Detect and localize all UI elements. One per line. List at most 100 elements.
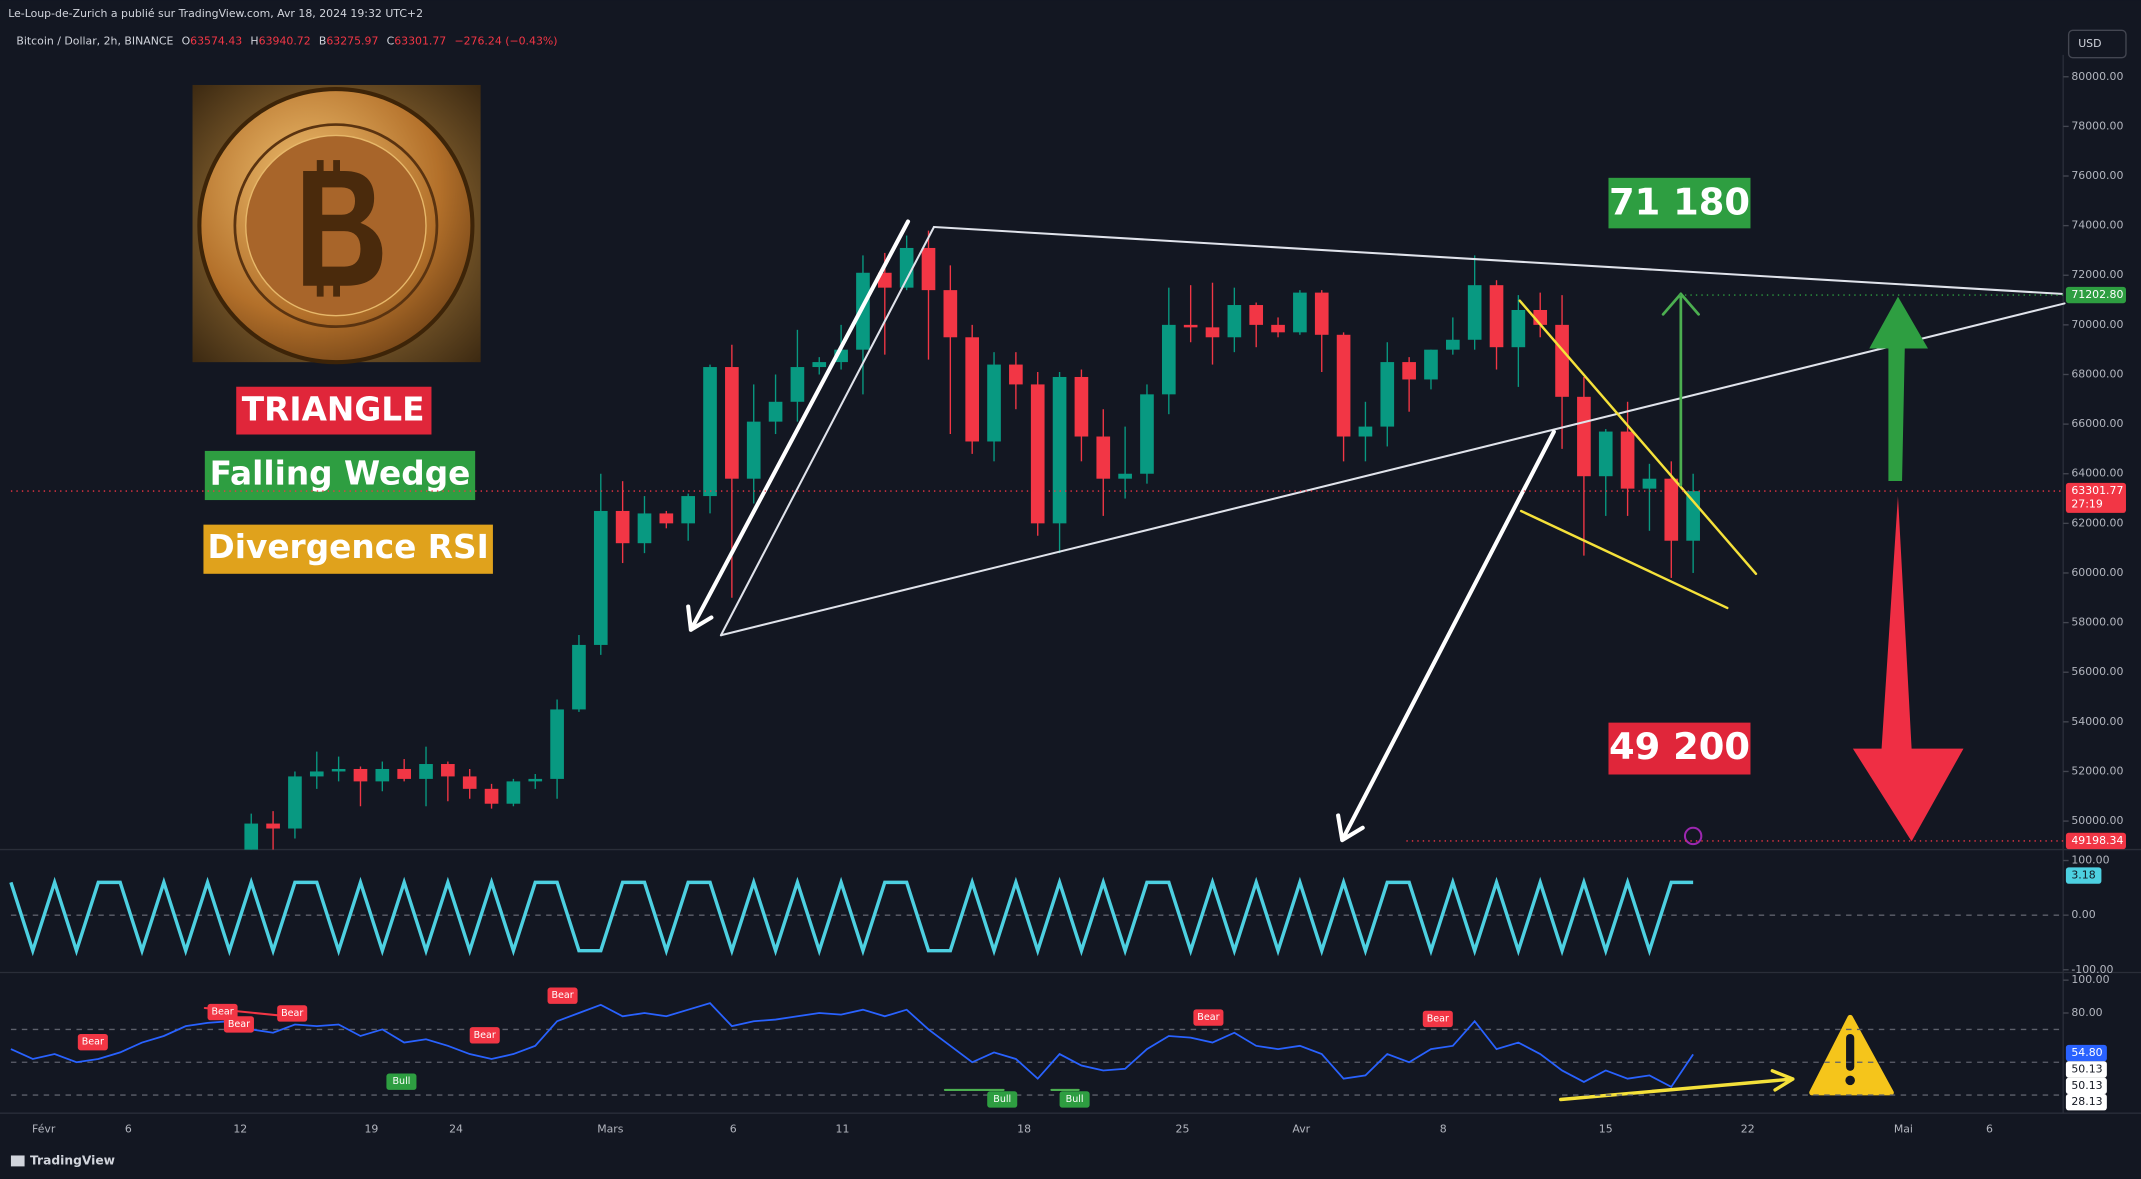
y-tick-label: 66000.00 [2071, 417, 2123, 430]
signal-label: Bear [281, 1008, 303, 1019]
x-tick-label: 8 [1440, 1123, 1447, 1136]
rsi-badge [2065, 1061, 2107, 1078]
candle-body [1030, 384, 1045, 524]
candle-body [1271, 324, 1285, 333]
signal-box [223, 1016, 254, 1033]
rsi-badge [2065, 1077, 2107, 1095]
y-tick-label: 74000.00 [2071, 219, 2123, 232]
candle-body [1161, 324, 1176, 395]
candle-body [484, 788, 499, 804]
candle-body [1358, 426, 1373, 437]
wedge-label: Falling Wedge [210, 454, 471, 492]
y-tick-label: 72000.00 [2071, 268, 2123, 281]
candle-body [1686, 491, 1700, 541]
signal-box [277, 1005, 308, 1022]
candle-body [309, 771, 324, 777]
target-down-box [1608, 722, 1751, 775]
candle-body [1140, 394, 1154, 474]
candle-body [1009, 364, 1023, 385]
candle-body [703, 367, 717, 497]
currency-box [2067, 29, 2127, 59]
candle-body [1314, 292, 1329, 335]
candle-body [462, 776, 477, 789]
candle-body [1402, 362, 1416, 380]
last-price: 63301.77 [2071, 484, 2123, 497]
x-tick-label: 22 [1741, 1123, 1755, 1136]
rsi-badge [2065, 1094, 2107, 1111]
candle-body [812, 362, 827, 368]
warning-mark [1846, 1033, 1855, 1071]
candle-body [1227, 305, 1242, 338]
y-tick-label: 52000.00 [2071, 764, 2123, 777]
candle-body [331, 768, 346, 772]
candle-body [1183, 324, 1198, 328]
rsi-badge-label: 54.80 [2071, 1046, 2102, 1059]
candle-body [266, 823, 280, 829]
signal-label: Bull [1066, 1094, 1084, 1105]
rsi-badge-label: 50.13 [2071, 1062, 2102, 1075]
signal-label: Bull [993, 1094, 1011, 1105]
candle-body [550, 709, 564, 779]
signal-label: Bear [1197, 1012, 1219, 1023]
y-tick-label: 76000.00 [2071, 169, 2123, 182]
header-part: 63275.97 [326, 34, 378, 47]
footer-logo [10, 1155, 25, 1167]
signal-box [469, 1027, 500, 1044]
candle-body [1096, 436, 1111, 479]
y-tick-label: 80000.00 [2071, 70, 2123, 83]
y-tick-label: 70000.00 [2071, 318, 2123, 331]
candle-body [1424, 349, 1438, 380]
y-tick-label: 56000.00 [2071, 665, 2123, 678]
candle-body [1555, 324, 1569, 397]
candle-body [419, 764, 433, 779]
header-part: −276.24 (−0.43%) [454, 34, 557, 47]
candle-body [965, 337, 980, 442]
candle-body [987, 364, 1001, 442]
osc-value: 3.18 [2071, 869, 2095, 882]
countdown: 27:19 [2071, 498, 2102, 511]
last-price-badge [2065, 482, 2126, 513]
x-tick-label: 15 [1599, 1123, 1613, 1136]
rsi-badge-label: 28.13 [2071, 1095, 2102, 1108]
big-up-arrow [1869, 296, 1928, 481]
candle-body [615, 510, 630, 544]
level-badge [2065, 286, 2126, 304]
y-tick-label: 50000.00 [2071, 814, 2123, 827]
rsi-badge [2065, 1044, 2107, 1062]
y-tick-label: 60000.00 [2071, 566, 2123, 579]
x-tick-label: Avr [1292, 1123, 1310, 1136]
y-tick-label: -100.00 [2071, 963, 2113, 976]
y-tick-label: 54000.00 [2071, 715, 2123, 728]
signal-box [987, 1091, 1018, 1108]
candle-body [1249, 305, 1264, 325]
header-part: C [387, 34, 395, 47]
signal-box [386, 1073, 417, 1090]
signal-box [1193, 1009, 1224, 1026]
signal-label: Bear [474, 1030, 496, 1041]
symbol-header: Bitcoin / Dollar, 2h, BINANCE O63574.43 H6… [16, 34, 557, 47]
y-tick-label: 80.00 [2071, 1006, 2102, 1019]
candle-body [681, 496, 696, 524]
candle-body [790, 367, 805, 402]
divergence-label: Divergence RSI [208, 528, 489, 566]
big-down-arrow [1852, 495, 1964, 842]
candle-body [1074, 376, 1089, 437]
rsi-badge-label: 50.13 [2071, 1079, 2102, 1092]
signal-label: Bear [228, 1019, 250, 1030]
candle-body [856, 272, 870, 350]
candle-body [1445, 339, 1460, 350]
bitcoin-image [192, 84, 481, 365]
level-label: 49198.34 [2071, 834, 2123, 847]
triangle-label: TRIANGLE [242, 390, 425, 428]
footer: TradingView [30, 1153, 115, 1167]
wedge-box [204, 450, 476, 501]
candle-body [506, 781, 521, 804]
candle-body [1620, 431, 1635, 489]
y-tick-label: 100.00 [2071, 854, 2109, 867]
candle-body [1489, 285, 1504, 348]
published: Le-Loup-de-Zurich a publié sur TradingVi… [8, 7, 423, 20]
candle-body [1205, 327, 1220, 338]
signal-box [77, 1033, 108, 1051]
